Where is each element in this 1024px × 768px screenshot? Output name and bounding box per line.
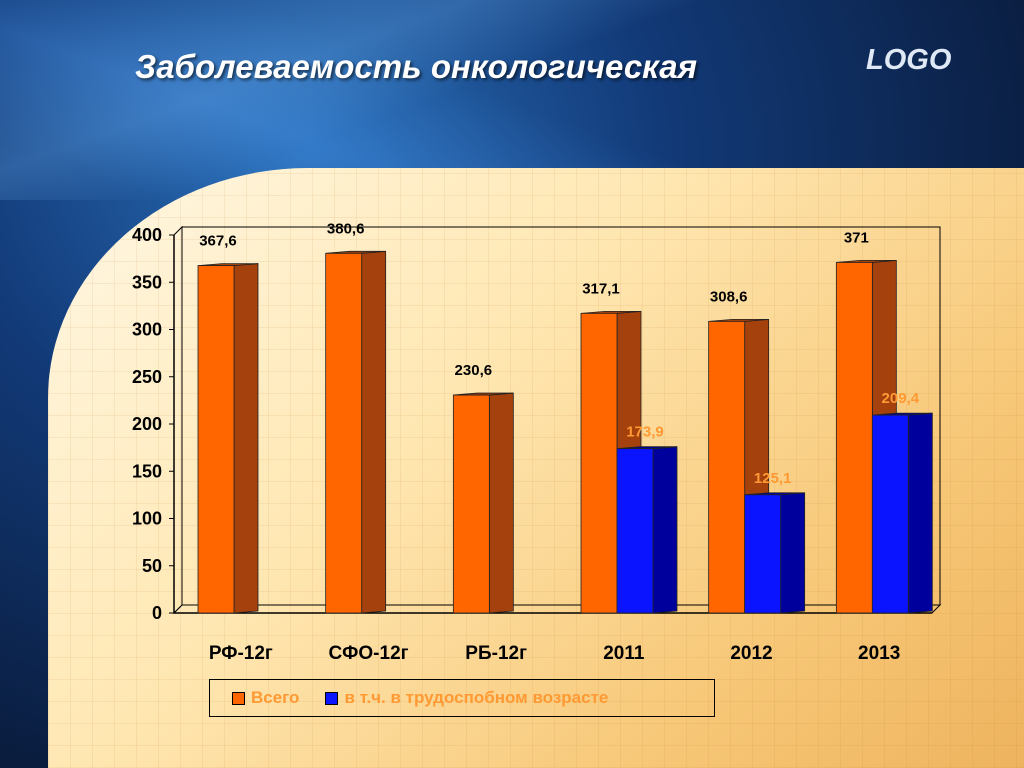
category-label-2: РБ-12г <box>465 643 527 664</box>
plot-frame <box>181 226 941 606</box>
slide-title: Заболеваемость онкологическая <box>135 48 698 85</box>
bar-working-5 <box>871 414 909 614</box>
y-tick-label-0: 0 <box>152 603 162 623</box>
plot-area: 0 50 100 150 200 250 300 350 400 367,6 РФ-12г 380,6… <box>132 220 942 664</box>
bar-total-0-side <box>233 263 259 614</box>
data-label-total-4: 308,6 <box>710 288 748 305</box>
legend-item-working-age: в т.ч. в трудоспобном возрасте <box>325 688 608 708</box>
legend-label-working-age: в т.ч. в трудоспобном возрасте <box>344 688 609 707</box>
bar-total-0 <box>197 265 235 614</box>
data-label-total-1: 380,6 <box>327 220 365 237</box>
category-label-1: СФО-12г <box>328 643 408 664</box>
legend-item-total: Всего <box>232 688 299 708</box>
y-tick-label-8: 400 <box>132 225 162 245</box>
bar-working-3 <box>616 448 654 614</box>
y-tick-label-6: 300 <box>132 320 162 340</box>
bar-working-5-side <box>907 412 933 614</box>
legend-swatch-working-age <box>325 691 339 705</box>
data-label-total-5: 371 <box>844 229 869 246</box>
bar-working-4 <box>744 494 782 614</box>
y-tick-label-5: 250 <box>132 367 162 387</box>
y-tick-label-1: 50 <box>142 556 162 576</box>
legend-label-total: Всего <box>251 688 300 707</box>
y-axis-wall <box>173 225 183 615</box>
data-label-total-2: 230,6 <box>455 362 493 379</box>
category-label-5: 2013 <box>858 643 900 664</box>
y-tick-label-4: 200 <box>132 414 162 434</box>
category-label-3: 2011 <box>603 643 645 664</box>
bar-total-3 <box>580 312 618 614</box>
data-label-working-3: 173,9 <box>626 424 664 441</box>
bar-working-4-side <box>780 492 806 614</box>
data-label-total-0: 367,6 <box>199 233 237 250</box>
bar-total-5 <box>835 262 873 614</box>
bar-total-1 <box>325 252 363 614</box>
chart-floor <box>172 604 942 614</box>
category-label-4: 2012 <box>730 643 772 664</box>
bar-total-1-side <box>361 250 387 614</box>
bar-total-2-side <box>488 392 514 614</box>
background-image <box>0 0 1024 200</box>
y-tick-label-3: 150 <box>132 461 162 481</box>
bar-total-2 <box>452 394 490 614</box>
data-label-working-4: 125,1 <box>754 470 792 487</box>
logo: LOGO <box>866 44 952 76</box>
data-label-total-3: 317,1 <box>582 280 620 297</box>
y-tick-label-7: 350 <box>132 272 162 292</box>
chart-legend: Всего в т.ч. в трудоспобном возрасте <box>209 679 715 717</box>
category-label-0: РФ-12г <box>209 643 273 664</box>
bar-working-3-side <box>652 446 678 614</box>
legend-swatch-total <box>232 691 245 705</box>
data-label-working-5: 209,4 <box>882 390 920 407</box>
bar-total-4 <box>708 320 746 614</box>
y-tick-label-2: 100 <box>132 509 162 529</box>
